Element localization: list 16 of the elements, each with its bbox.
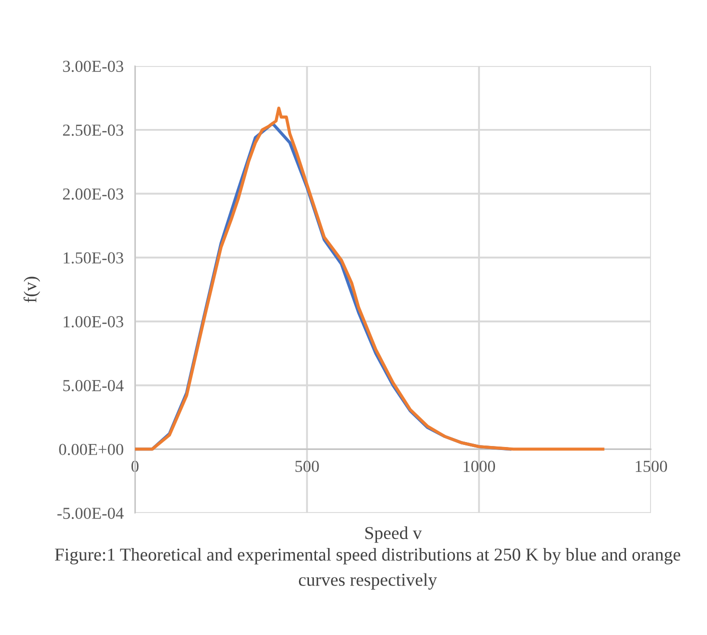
y-tick-label: -5.00E-04 <box>57 508 124 520</box>
x-axis-title: Speed v <box>365 526 422 543</box>
x-tick-label: 1000 <box>464 460 496 472</box>
y-tick-label: 1.00E-03 <box>64 316 124 328</box>
y-tick-label: 0.00E+00 <box>59 444 124 456</box>
x-tick-label: 500 <box>295 460 319 472</box>
y-tick-label: 2.00E-03 <box>63 188 124 200</box>
y-tick-label: 5.00E-04 <box>63 380 124 392</box>
y-tick-label: 2.50E-03 <box>63 124 124 136</box>
line-series <box>135 106 604 451</box>
x-tick-label: 0 <box>131 460 139 472</box>
y-tick-label: 1.50E-03 <box>64 252 124 264</box>
y-tick-label: 3.00E-03 <box>63 60 124 72</box>
text: Figure:1 Theoretical and experimental speed distributions at 250 K by blue and orange curves respectively <box>54 548 680 590</box>
y-axis-title: f(v) <box>24 276 40 302</box>
x-tick-label: 1500 <box>636 460 668 472</box>
